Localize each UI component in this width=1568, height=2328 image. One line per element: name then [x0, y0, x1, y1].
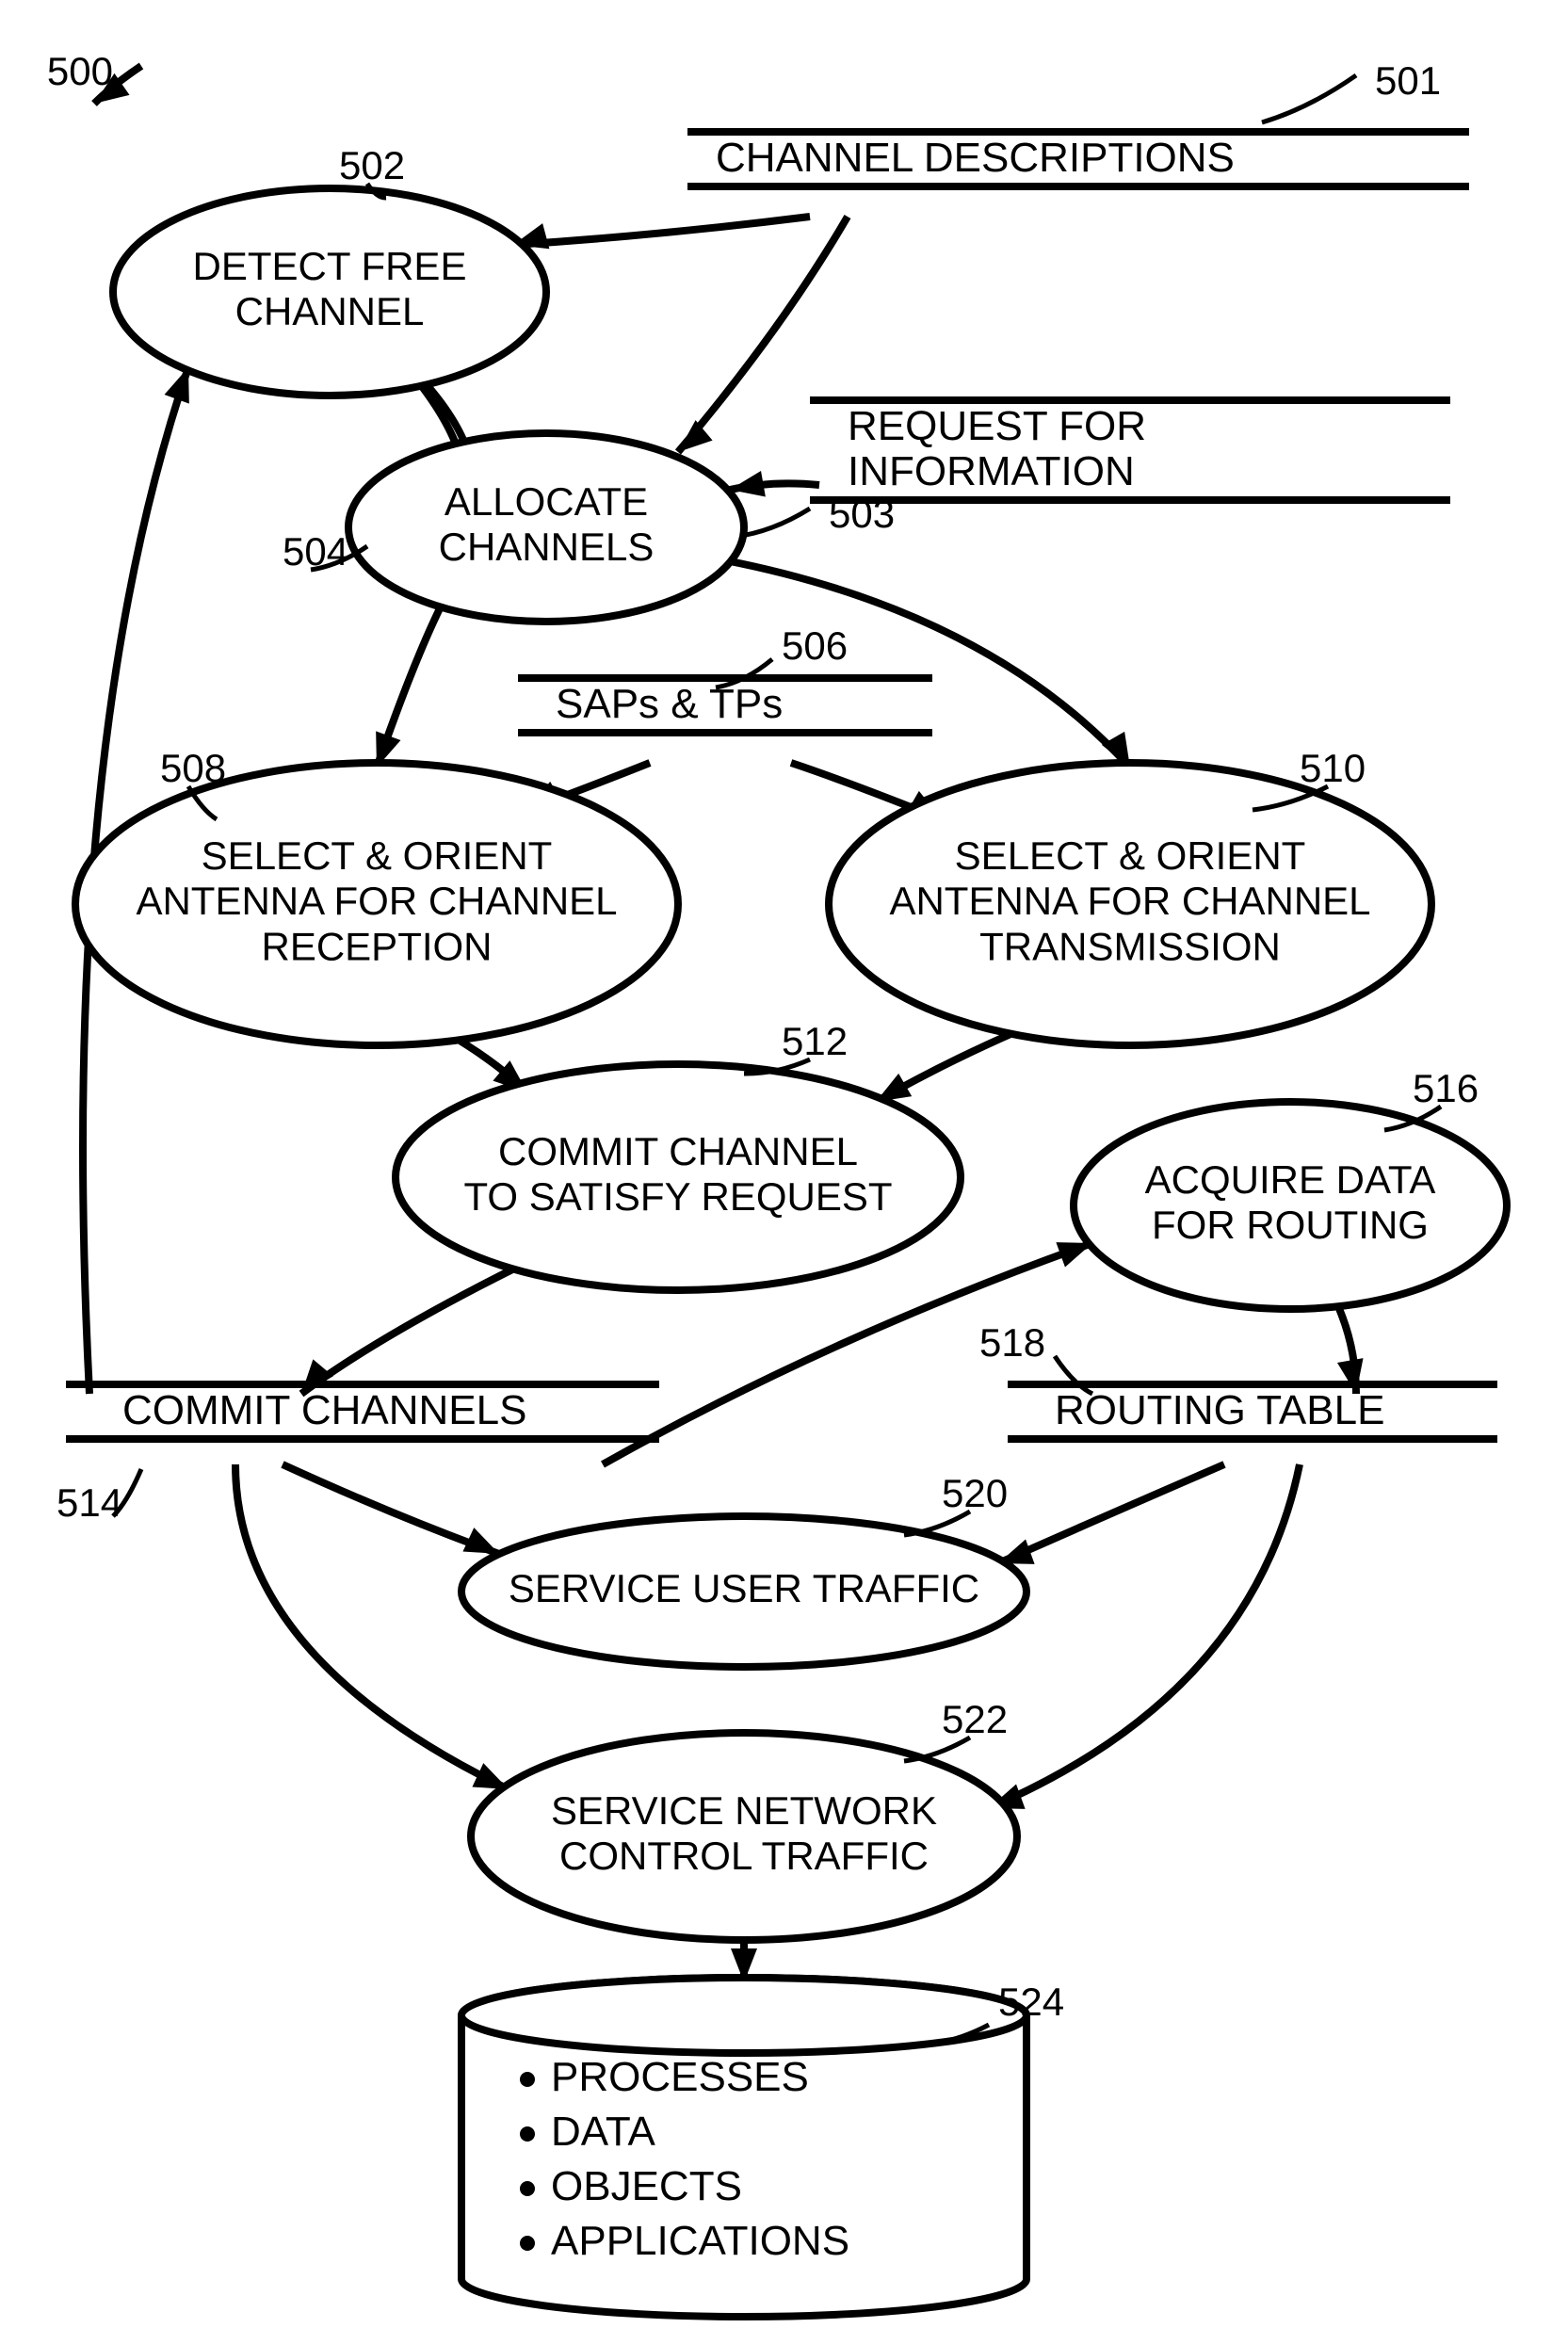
svg-text:CHANNELS: CHANNELS [439, 525, 655, 569]
ref-r522: 522 [904, 1697, 1008, 1761]
tab-t503: REQUEST FORINFORMATION503 [735, 400, 1450, 537]
node-n512: COMMIT CHANNELTO SATISFY REQUEST [396, 1064, 961, 1290]
flow-edge [678, 217, 848, 452]
figure-number: 500 [47, 49, 113, 93]
flow-edge [998, 1464, 1224, 1563]
tab-label2: INFORMATION [848, 448, 1135, 494]
svg-text:502: 502 [339, 143, 405, 187]
node-n502: DETECT FREECHANNEL [113, 188, 546, 396]
svg-text:522: 522 [942, 1697, 1008, 1741]
node-n508: SELECT & ORIENTANTENNA FOR CHANNELRECEPT… [75, 763, 678, 1045]
svg-text:SERVICE USER TRAFFIC: SERVICE USER TRAFFIC [509, 1566, 979, 1610]
svg-text:COMMIT CHANNEL: COMMIT CHANNEL [498, 1129, 858, 1173]
flow-edge [283, 1464, 499, 1554]
cyl-item: PROCESSES [551, 2054, 809, 2100]
cyl-item: APPLICATIONS [551, 2218, 849, 2264]
node-n522: SERVICE NETWORKCONTROL TRAFFIC [471, 1733, 1017, 1940]
svg-text:508: 508 [160, 746, 226, 790]
ref-number: 501 [1375, 58, 1441, 103]
ref-number: 514 [57, 1480, 122, 1525]
node-n504: ALLOCATECHANNELS [348, 433, 744, 622]
svg-text:ANTENNA FOR CHANNEL: ANTENNA FOR CHANNEL [889, 879, 1370, 923]
svg-text:FOR ROUTING: FOR ROUTING [1152, 1203, 1429, 1247]
tab-label: COMMIT CHANNELS [122, 1387, 526, 1433]
cyl-item: OBJECTS [551, 2163, 742, 2209]
svg-text:520: 520 [942, 1471, 1008, 1515]
svg-text:ALLOCATE: ALLOCATE [445, 479, 648, 524]
cyl-item: DATA [551, 2109, 655, 2155]
data-store-cylinder: PROCESSES DATA OBJECTS APPLICATIONS 524 [461, 1978, 1064, 2317]
svg-text:510: 510 [1300, 746, 1366, 790]
tab-label: REQUEST FOR [848, 403, 1146, 449]
flow-edge [989, 1464, 1300, 1808]
flow-edge [513, 217, 810, 245]
node-n520: SERVICE USER TRAFFIC [461, 1516, 1026, 1667]
svg-text:512: 512 [782, 1019, 848, 1063]
svg-text:RECEPTION: RECEPTION [261, 924, 492, 968]
svg-text:CONTROL TRAFFIC: CONTROL TRAFFIC [559, 1834, 929, 1878]
svg-text:CHANNEL: CHANNEL [235, 289, 425, 333]
tab-t518: ROUTING TABLE518 [979, 1320, 1497, 1439]
svg-text:TO SATISFY REQUEST: TO SATISFY REQUEST [463, 1174, 892, 1219]
tab-t514: COMMIT CHANNELS 514 [57, 1384, 659, 1525]
flow-edge [235, 1464, 509, 1789]
svg-text:524: 524 [998, 1980, 1064, 2024]
tab-label: SAPs & TPs [556, 681, 783, 727]
ref-number: 503 [829, 492, 895, 536]
svg-text:ACQUIRE DATA: ACQUIRE DATA [1145, 1157, 1436, 1202]
node-n510: SELECT & ORIENTANTENNA FOR CHANNELTRANSM… [829, 763, 1431, 1045]
ref-number: 506 [782, 623, 848, 668]
flow-edge [301, 1267, 518, 1394]
svg-text:ANTENNA FOR CHANNEL: ANTENNA FOR CHANNEL [136, 879, 617, 923]
svg-text:TRANSMISSION: TRANSMISSION [979, 924, 1281, 968]
tab-label: CHANNEL DESCRIPTIONS [716, 135, 1235, 181]
svg-text:SERVICE NETWORK: SERVICE NETWORK [551, 1788, 937, 1833]
svg-text:516: 516 [1413, 1066, 1479, 1110]
svg-text:SELECT & ORIENT: SELECT & ORIENT [202, 833, 553, 878]
svg-text:SELECT & ORIENT: SELECT & ORIENT [955, 833, 1306, 878]
tab-t506: SAPs & TPs 506 [518, 623, 932, 733]
ref-number: 518 [979, 1320, 1045, 1365]
node-n516: ACQUIRE DATAFOR ROUTING [1074, 1102, 1507, 1309]
svg-text:DETECT FREE: DETECT FREE [193, 244, 467, 288]
tab-t501: CHANNEL DESCRIPTIONS 501 [687, 58, 1469, 186]
ref-r520: 520 [904, 1471, 1008, 1535]
tab-label: ROUTING TABLE [1055, 1387, 1384, 1433]
